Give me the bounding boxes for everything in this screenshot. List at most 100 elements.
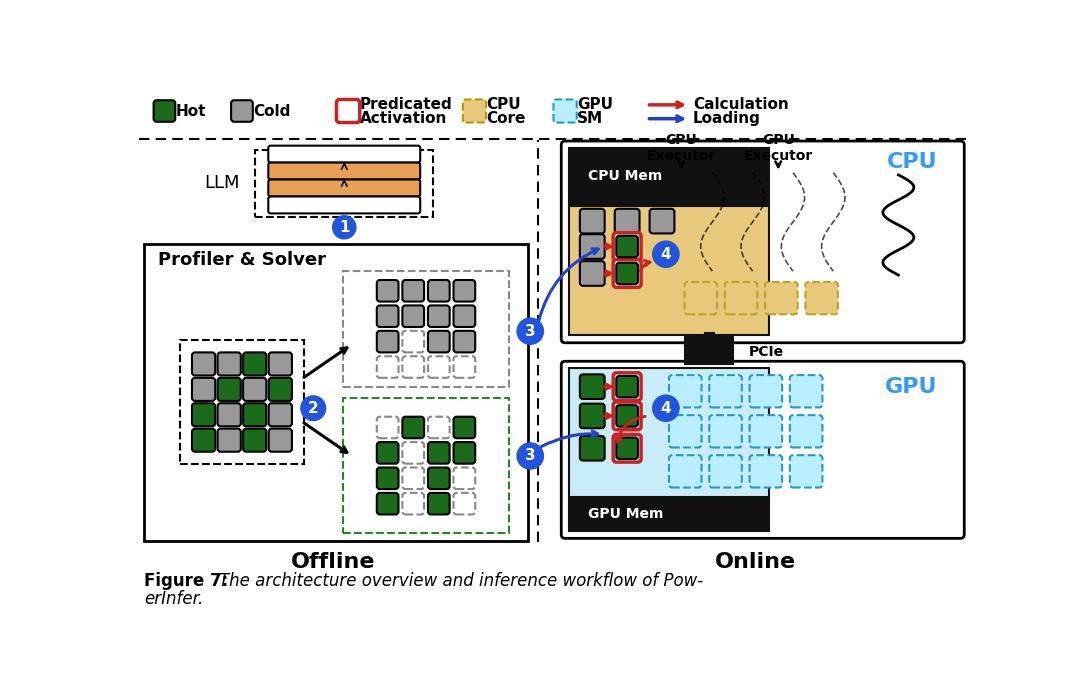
FancyBboxPatch shape <box>669 375 702 407</box>
Bar <box>569 497 769 532</box>
FancyBboxPatch shape <box>243 403 267 426</box>
FancyBboxPatch shape <box>428 468 449 489</box>
FancyBboxPatch shape <box>377 305 399 327</box>
FancyBboxPatch shape <box>789 415 823 448</box>
FancyBboxPatch shape <box>750 375 782 407</box>
FancyBboxPatch shape <box>806 282 838 314</box>
FancyBboxPatch shape <box>403 416 424 438</box>
FancyBboxPatch shape <box>613 232 642 260</box>
FancyBboxPatch shape <box>428 442 449 464</box>
FancyBboxPatch shape <box>669 455 702 487</box>
Bar <box>255 149 433 217</box>
Text: GPU: GPU <box>885 377 937 397</box>
FancyBboxPatch shape <box>613 260 642 287</box>
FancyBboxPatch shape <box>463 99 486 123</box>
Text: GPU
Executor: GPU Executor <box>744 133 813 163</box>
Text: 4: 4 <box>661 400 671 416</box>
FancyBboxPatch shape <box>617 376 638 398</box>
FancyBboxPatch shape <box>269 353 292 375</box>
FancyBboxPatch shape <box>269 403 292 426</box>
FancyBboxPatch shape <box>243 429 267 452</box>
FancyBboxPatch shape <box>403 442 424 464</box>
Text: CPU
Executor: CPU Executor <box>647 133 716 163</box>
FancyBboxPatch shape <box>403 493 424 514</box>
FancyBboxPatch shape <box>268 196 420 214</box>
FancyBboxPatch shape <box>580 374 605 399</box>
FancyBboxPatch shape <box>217 353 241 375</box>
FancyBboxPatch shape <box>377 442 399 464</box>
FancyBboxPatch shape <box>428 305 449 327</box>
FancyBboxPatch shape <box>580 436 605 461</box>
Circle shape <box>517 443 543 469</box>
FancyBboxPatch shape <box>454 416 475 438</box>
FancyBboxPatch shape <box>580 261 605 286</box>
Text: The architecture overview and inference workflow of Pow-: The architecture overview and inference … <box>218 572 703 590</box>
Circle shape <box>517 318 543 344</box>
FancyBboxPatch shape <box>377 416 399 438</box>
FancyBboxPatch shape <box>377 280 399 302</box>
FancyBboxPatch shape <box>649 209 674 233</box>
Text: 3: 3 <box>525 323 536 339</box>
FancyBboxPatch shape <box>428 493 449 514</box>
FancyBboxPatch shape <box>403 356 424 378</box>
FancyBboxPatch shape <box>428 280 449 302</box>
Text: Calculation: Calculation <box>693 97 788 112</box>
Text: Loading: Loading <box>693 111 761 126</box>
Bar <box>569 205 769 335</box>
FancyBboxPatch shape <box>153 100 175 121</box>
Bar <box>145 244 528 541</box>
FancyBboxPatch shape <box>268 180 420 196</box>
FancyBboxPatch shape <box>789 375 823 407</box>
Text: Figure 7:: Figure 7: <box>145 572 229 590</box>
FancyBboxPatch shape <box>428 331 449 353</box>
Text: CPU: CPU <box>486 97 521 112</box>
Text: CPU: CPU <box>887 152 937 172</box>
Circle shape <box>333 216 356 239</box>
FancyBboxPatch shape <box>562 362 964 539</box>
FancyBboxPatch shape <box>710 415 742 448</box>
FancyBboxPatch shape <box>710 455 742 487</box>
FancyBboxPatch shape <box>377 356 399 378</box>
FancyBboxPatch shape <box>554 99 577 123</box>
FancyBboxPatch shape <box>580 234 605 259</box>
FancyBboxPatch shape <box>428 416 449 438</box>
Circle shape <box>652 241 679 267</box>
FancyBboxPatch shape <box>454 356 475 378</box>
FancyBboxPatch shape <box>243 378 267 401</box>
FancyBboxPatch shape <box>454 442 475 464</box>
FancyBboxPatch shape <box>613 373 642 400</box>
FancyBboxPatch shape <box>217 403 241 426</box>
FancyBboxPatch shape <box>750 415 782 448</box>
FancyBboxPatch shape <box>580 209 605 233</box>
FancyBboxPatch shape <box>217 429 241 452</box>
FancyBboxPatch shape <box>403 331 424 353</box>
FancyBboxPatch shape <box>268 146 420 162</box>
FancyBboxPatch shape <box>617 437 638 459</box>
FancyBboxPatch shape <box>377 468 399 489</box>
Bar <box>569 148 769 205</box>
Text: 2: 2 <box>308 400 319 416</box>
Bar <box>569 369 769 497</box>
FancyBboxPatch shape <box>428 356 449 378</box>
FancyBboxPatch shape <box>617 405 638 427</box>
FancyBboxPatch shape <box>454 280 475 302</box>
Bar <box>342 398 510 533</box>
Text: LLM: LLM <box>204 174 240 192</box>
Text: GPU: GPU <box>577 97 612 112</box>
FancyBboxPatch shape <box>403 468 424 489</box>
FancyBboxPatch shape <box>750 455 782 487</box>
FancyBboxPatch shape <box>377 331 399 353</box>
FancyBboxPatch shape <box>268 162 420 180</box>
FancyBboxPatch shape <box>269 378 292 401</box>
FancyBboxPatch shape <box>580 404 605 428</box>
Text: 4: 4 <box>661 247 671 262</box>
FancyBboxPatch shape <box>454 493 475 514</box>
FancyBboxPatch shape <box>613 434 642 462</box>
FancyBboxPatch shape <box>454 305 475 327</box>
Text: erInfer.: erInfer. <box>145 590 203 608</box>
FancyBboxPatch shape <box>613 402 642 430</box>
FancyBboxPatch shape <box>403 305 424 327</box>
Circle shape <box>301 396 326 421</box>
FancyBboxPatch shape <box>192 403 215 426</box>
FancyBboxPatch shape <box>217 378 241 401</box>
